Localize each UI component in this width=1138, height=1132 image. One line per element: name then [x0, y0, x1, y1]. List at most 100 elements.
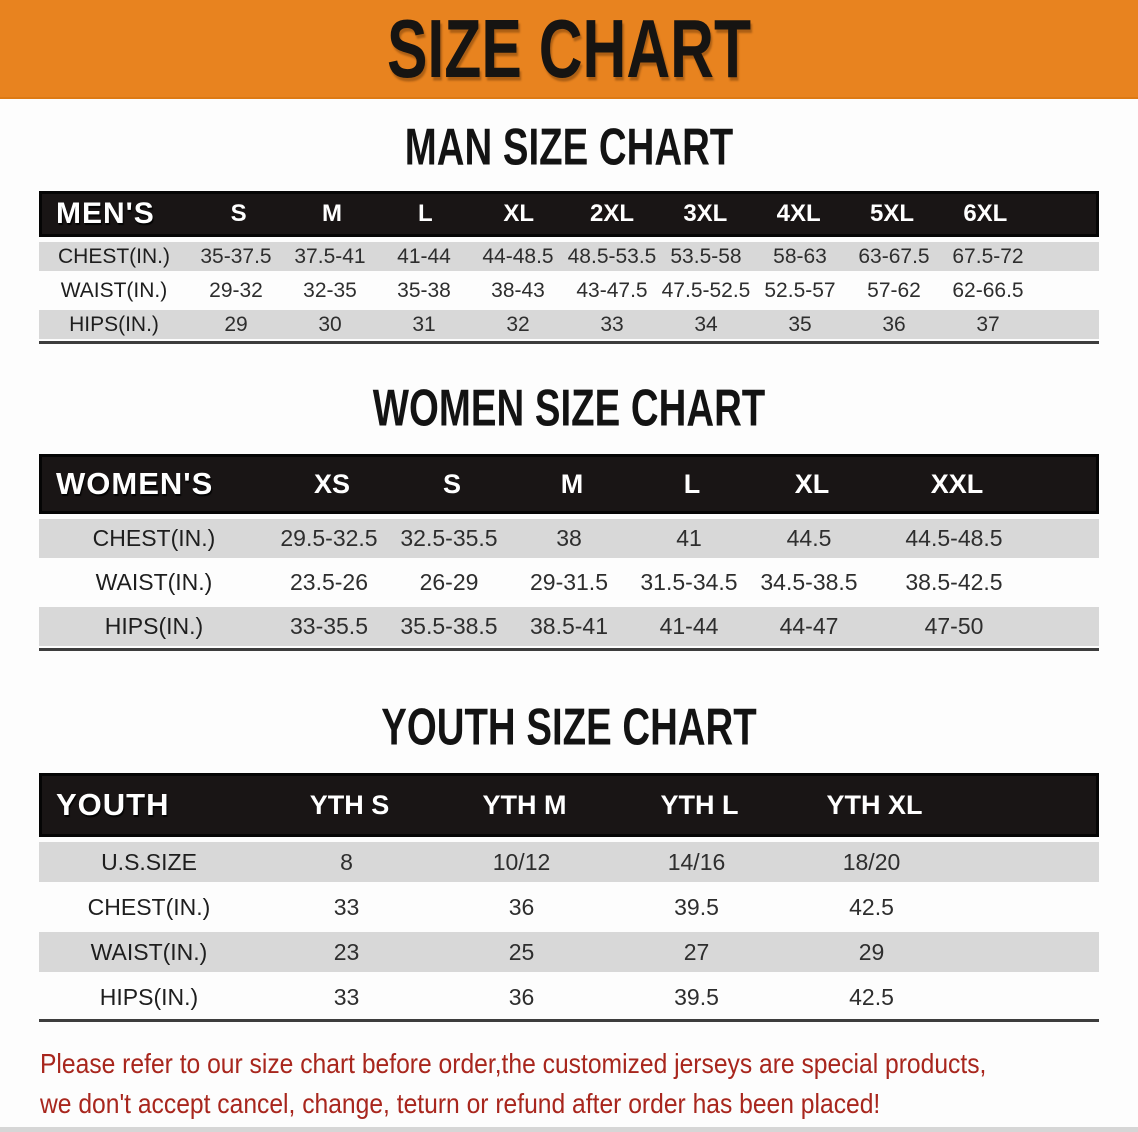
- size-value-cell: 36: [508, 983, 535, 1010]
- measurement-row-label: CHEST(IN.): [87, 893, 211, 920]
- size-value-cell: 42.5: [849, 983, 894, 1010]
- size-value-cell: 34: [694, 312, 718, 336]
- table-row: HIPS(IN.) 33 36 39.5 42.5: [39, 977, 1099, 1017]
- table-row: CHEST(IN.) 35-37.5 37.5-41 41-44 44-48.5 48.5…: [39, 242, 1099, 271]
- size-column-header: 4XL: [776, 200, 821, 227]
- size-value-cell: 44.5: [786, 525, 832, 551]
- man-size-table: MEN'S S M L XL 2XL 3XL 4XL 5XL 6XL CHEST(IN.) 35-37…: [39, 191, 1099, 344]
- women-table-label: WOMEN'S: [56, 466, 214, 501]
- size-value-cell: 29-31.5: [529, 569, 608, 595]
- size-value-cell: 63-67.5: [858, 244, 930, 268]
- size-value-cell: 33: [600, 312, 624, 336]
- table-row: HIPS(IN.) 33-35.5 35.5-38.5 38.5-41 41-44 44-…: [39, 607, 1099, 646]
- size-column-header: XS: [313, 468, 351, 499]
- women-size-table: WOMEN'S XS S M L XL XXL CHEST(IN.) 29.5-32.5 32.5…: [39, 454, 1099, 651]
- size-value-cell: 32: [506, 312, 530, 336]
- size-value-cell: 23.5-26: [289, 569, 368, 595]
- measurement-row-label: HIPS(IN.): [69, 312, 159, 336]
- size-value-cell: 39.5: [674, 983, 719, 1010]
- size-column-header: 6XL: [963, 200, 1008, 227]
- size-column-header: M: [321, 200, 342, 227]
- banner: SIZE CHART: [0, 0, 1138, 99]
- size-column-header: 5XL: [869, 200, 914, 227]
- youth-table-header-row: YOUTH YTH S YTH M YTH L YTH XL: [39, 773, 1099, 837]
- size-value-cell: 33-35.5: [289, 613, 368, 639]
- size-value-cell: 35-37.5: [200, 244, 272, 268]
- size-value-cell: 57-62: [867, 278, 921, 302]
- table-row: WAIST(IN.) 23 25 27 29: [39, 932, 1099, 972]
- size-value-cell: 67.5-72: [952, 244, 1024, 268]
- size-column-header: YTH S: [309, 789, 390, 820]
- size-value-cell: 32.5-35.5: [400, 525, 498, 551]
- size-value-cell: 41-44: [659, 613, 719, 639]
- size-column-header: S: [230, 200, 247, 227]
- youth-size-chart-heading: YOUTH SIZE CHART: [381, 698, 757, 757]
- size-column-header: YTH XL: [826, 789, 923, 820]
- size-value-cell: 38-43: [491, 278, 545, 302]
- measurement-row-label: U.S.SIZE: [101, 848, 197, 875]
- size-value-cell: 29.5-32.5: [280, 525, 378, 551]
- man-table-label: MEN'S: [56, 197, 155, 230]
- size-value-cell: 41-44: [397, 244, 451, 268]
- size-value-cell: 37.5-41: [294, 244, 366, 268]
- women-size-section: WOMEN SIZE CHART WOMEN'S XS S M L XL XXL CHEST(I…: [0, 378, 1138, 651]
- size-value-cell: 33: [333, 893, 360, 920]
- women-size-chart-heading: WOMEN SIZE CHART: [372, 379, 766, 438]
- measurement-row-label: HIPS(IN.): [104, 613, 204, 639]
- size-value-cell: 41: [676, 525, 702, 551]
- women-table-header-row: WOMEN'S XS S M L XL XXL: [39, 454, 1099, 514]
- disclaimer-note: Please refer to our size chart before or…: [40, 1044, 1006, 1124]
- size-value-cell: 43-47.5: [576, 278, 648, 302]
- measurement-row-label: WAIST(IN.): [60, 278, 168, 302]
- man-table-header-row: MEN'S S M L XL 2XL 3XL 4XL 5XL 6XL: [39, 191, 1099, 237]
- measurement-row-label: CHEST(IN.): [92, 525, 216, 551]
- size-value-cell: 35: [788, 312, 812, 336]
- size-column-header: YTH M: [482, 789, 567, 820]
- measurement-row-label: CHEST(IN.): [58, 244, 170, 268]
- size-value-cell: 29-32: [209, 278, 263, 302]
- size-value-cell: 8: [340, 848, 353, 875]
- size-value-cell: 39.5: [674, 893, 719, 920]
- size-value-cell: 38: [556, 525, 582, 551]
- size-value-cell: 35-38: [397, 278, 451, 302]
- size-column-header: YTH L: [660, 789, 739, 820]
- size-value-cell: 27: [683, 938, 710, 965]
- note-line-1: Please refer to our size chart before or…: [40, 1048, 987, 1079]
- size-value-cell: 47-50: [924, 613, 984, 639]
- size-value-cell: 29: [858, 938, 885, 965]
- size-value-cell: 53.5-58: [670, 244, 742, 268]
- size-value-cell: 44-47: [779, 613, 839, 639]
- size-column-header: XL: [503, 200, 534, 227]
- size-value-cell: 38.5-41: [529, 613, 608, 639]
- size-value-cell: 18/20: [842, 848, 901, 875]
- size-value-cell: 10/12: [492, 848, 551, 875]
- man-size-chart-heading: MAN SIZE CHART: [404, 118, 734, 177]
- size-value-cell: 34.5-38.5: [760, 569, 858, 595]
- size-value-cell: 36: [508, 893, 535, 920]
- page-title: SIZE CHART: [386, 2, 752, 95]
- size-column-header: XXL: [930, 468, 984, 499]
- size-value-cell: 48.5-53.5: [567, 244, 657, 268]
- table-row: CHEST(IN.) 29.5-32.5 32.5-35.5 38 41 44.5 44.5…: [39, 519, 1099, 558]
- size-value-cell: 42.5: [849, 893, 894, 920]
- note-line-2: we don't accept cancel, change, teturn o…: [40, 1088, 881, 1119]
- size-value-cell: 26-29: [419, 569, 479, 595]
- bottom-edge-divider: [0, 1127, 1138, 1132]
- youth-table-label: YOUTH: [56, 787, 170, 822]
- size-column-header: XL: [794, 468, 830, 499]
- size-value-cell: 25: [508, 938, 535, 965]
- size-value-cell: 62-66.5: [952, 278, 1024, 302]
- size-value-cell: 32-35: [303, 278, 357, 302]
- size-value-cell: 36: [882, 312, 906, 336]
- size-chart-sections: MAN SIZE CHART MEN'S S M L XL 2XL 3XL 4XL 5XL 6XL C…: [0, 117, 1138, 1022]
- size-value-cell: 58-63: [773, 244, 827, 268]
- table-row: WAIST(IN.) 29-32 32-35 35-38 38-43 43-47.5 47.…: [39, 276, 1099, 305]
- table-row: U.S.SIZE 8 10/12 14/16 18/20: [39, 842, 1099, 882]
- table-row: HIPS(IN.) 29 30 31 32 33 34 35 36 37: [39, 310, 1099, 339]
- size-value-cell: 33: [333, 983, 360, 1010]
- size-value-cell: 37: [976, 312, 1000, 336]
- size-value-cell: 47.5-52.5: [661, 278, 751, 302]
- measurement-row-label: WAIST(IN.): [95, 569, 213, 595]
- measurement-row-label: WAIST(IN.): [90, 938, 208, 965]
- size-value-cell: 29: [224, 312, 248, 336]
